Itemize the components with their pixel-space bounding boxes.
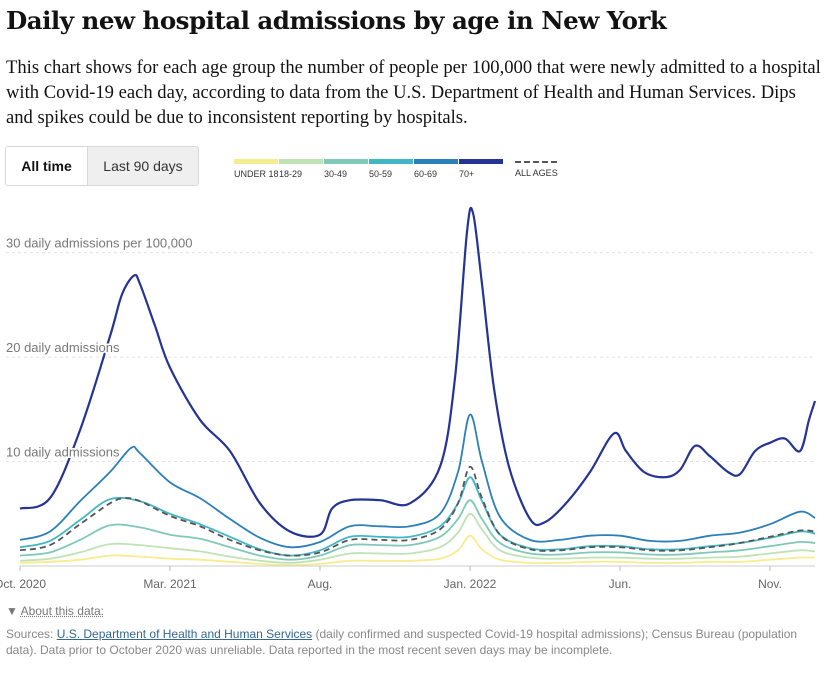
sources-rest: (daily confirmed and suspected Covid-19 … <box>6 627 798 657</box>
legend-label: 30-49 <box>324 169 348 179</box>
time-range-toggle: All time Last 90 days <box>5 146 199 186</box>
series-line-70- <box>19 206 817 538</box>
legend-label: 50-59 <box>369 169 393 179</box>
y-tick-label: 30 daily admissions per 100,000 <box>6 236 192 251</box>
legend-swatch <box>414 159 458 164</box>
x-tick-label: Mar. 2021 <box>143 577 197 591</box>
chart-description: This chart shows for each age group the … <box>6 57 821 128</box>
x-tick-label: Jun. <box>609 577 632 591</box>
legend-dash-swatch <box>515 161 557 163</box>
x-tick-label: Oct. 2020 <box>0 577 46 591</box>
y-tick-label: 10 daily admissions <box>6 445 120 460</box>
sources-prefix: Sources: <box>6 627 57 641</box>
legend-swatch <box>324 159 368 164</box>
legend-swatch <box>369 159 413 164</box>
legend-label: 18-29 <box>279 169 303 179</box>
all-time-button[interactable]: All time <box>6 147 87 185</box>
series-line-30-49 <box>19 499 816 561</box>
legend-label: ALL AGES <box>515 168 558 178</box>
legend-item-70-: 70+ <box>459 159 504 179</box>
legend-swatch <box>279 159 323 164</box>
legend-item-30-49: 30-49 <box>324 159 369 179</box>
x-tick-label: Nov. <box>758 577 782 591</box>
sources-note: Sources: U.S. Department of Health and H… <box>6 626 826 658</box>
last-90-days-button[interactable]: Last 90 days <box>87 147 198 185</box>
legend-item-60-69: 60-69 <box>414 159 459 179</box>
y-tick-label: 20 daily admissions <box>6 340 120 355</box>
line-chart: 10 daily admissions 20 daily admissions 30… <box>0 206 817 591</box>
x-tick-label: Jan. 2022 <box>444 577 497 591</box>
chart-title: Daily new hospital admissions by age in … <box>6 6 667 35</box>
about-this-data-label: About this data: <box>20 604 104 618</box>
triangle-down-icon: ▼ <box>6 604 18 618</box>
chart-legend: UNDER 18 18-29 30-49 50-59 60-69 70+ ALL AGES <box>234 159 575 179</box>
legend-label: 60-69 <box>414 169 438 179</box>
series-line-all-ages <box>19 465 816 557</box>
series-line-50-59 <box>19 476 816 557</box>
legend-swatch <box>459 159 503 164</box>
legend-item-50-59: 50-59 <box>369 159 414 179</box>
about-this-data-toggle[interactable]: ▼ About this data: <box>6 604 104 618</box>
hhs-source-link[interactable]: U.S. Department of Health and Human Serv… <box>56 627 313 641</box>
series-line-18-29 <box>19 512 816 564</box>
legend-item-all-ages: ALL AGES <box>515 159 575 179</box>
legend-swatch <box>234 159 278 164</box>
legend-item-18-29: 18-29 <box>279 159 324 179</box>
legend-label: UNDER 18 <box>234 169 279 179</box>
x-tick-label: Aug. <box>308 577 333 591</box>
series-line-60-69 <box>19 413 816 549</box>
legend-item-under-18: UNDER 18 <box>234 159 279 179</box>
series-line-under-18 <box>19 534 816 566</box>
legend-label: 70+ <box>459 169 475 179</box>
